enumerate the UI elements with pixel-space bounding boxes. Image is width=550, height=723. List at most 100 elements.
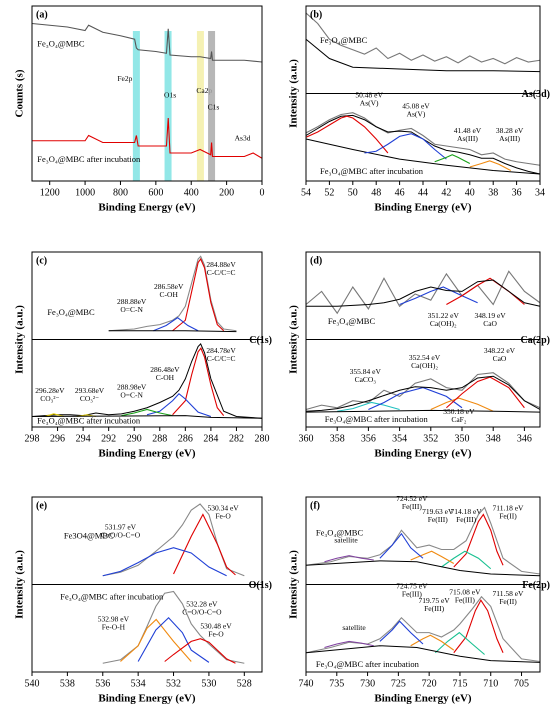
panel-label: (d) bbox=[310, 255, 322, 266]
x-tick-label: 528 bbox=[237, 678, 252, 689]
x-tick-label: 46 bbox=[395, 187, 405, 198]
spectrum-line bbox=[172, 257, 225, 332]
spectrum-line bbox=[164, 638, 236, 664]
spectrum-line bbox=[379, 620, 424, 645]
annotation: 50.48 eV bbox=[355, 90, 383, 99]
annotation: CaCO₃ bbox=[355, 375, 377, 384]
stack-label: Ca(2p) bbox=[521, 335, 550, 346]
annotation: 530.48 eV bbox=[200, 622, 232, 631]
annotation: 714.18 eV bbox=[450, 507, 482, 516]
annotation: 38.28 eV bbox=[496, 126, 524, 135]
x-tick-label: 42 bbox=[441, 187, 451, 198]
annotation: 284.88eV bbox=[206, 260, 236, 269]
peak-band bbox=[196, 31, 204, 181]
annotation: Fe(III) bbox=[428, 515, 448, 524]
spectrum-line bbox=[44, 413, 65, 418]
peak-band bbox=[132, 31, 140, 181]
panel-label: (c) bbox=[36, 255, 47, 266]
panel-label: (b) bbox=[310, 9, 322, 20]
annotation: 348.19 eV bbox=[474, 311, 506, 320]
annotation: 350.18 eV bbox=[443, 407, 475, 416]
y-axis-label: Intensity (a.u.) bbox=[288, 550, 300, 619]
spectrum-line bbox=[31, 415, 263, 419]
spectrum-line bbox=[434, 631, 485, 655]
annotation: CaO bbox=[493, 354, 507, 363]
annotation: As3d bbox=[235, 134, 251, 143]
plot-frame bbox=[305, 251, 541, 428]
spectrum-line bbox=[305, 375, 541, 412]
annotation: Ca(OH)₂ bbox=[411, 361, 438, 370]
spectrum-line bbox=[324, 555, 374, 563]
annotation: CaF₂ bbox=[451, 415, 467, 424]
x-tick-label: 532 bbox=[166, 678, 181, 689]
spectrum-line bbox=[453, 513, 504, 568]
x-tick-label: 540 bbox=[25, 678, 40, 689]
x-tick-label: 350 bbox=[455, 433, 470, 444]
annotation: As(V) bbox=[407, 110, 426, 119]
band-label: Fe2p bbox=[117, 74, 132, 83]
annotation: 352.54 eV bbox=[409, 353, 441, 362]
annotation: Fe₃O₄@MBC after incubation bbox=[60, 592, 164, 602]
x-axis-label: Binding Energy (eV) bbox=[374, 693, 472, 705]
annotation: 532.28 eV bbox=[186, 600, 218, 609]
annotation: Fe₃O₄@MBC after incubation bbox=[325, 414, 429, 424]
annotation: 711.58 eV bbox=[492, 589, 524, 598]
x-tick-label: 38 bbox=[488, 187, 498, 198]
x-tick-label: 346 bbox=[517, 433, 532, 444]
spectrum-line bbox=[305, 114, 541, 175]
y-axis-label: Intensity (a.u.) bbox=[288, 305, 300, 374]
x-tick-label: 536 bbox=[95, 678, 110, 689]
band-label: C1s bbox=[208, 103, 220, 112]
x-axis-label: Binding Energy (eV) bbox=[374, 448, 472, 460]
panel-label: (f) bbox=[310, 500, 320, 511]
x-tick-label: 288 bbox=[152, 433, 167, 444]
x-tick-label: 200 bbox=[219, 187, 234, 198]
annotation: Fe(III) bbox=[456, 515, 476, 524]
spectrum-line bbox=[410, 634, 455, 651]
spectrum-line bbox=[430, 397, 494, 412]
annotation: Fe3O4@MBC bbox=[64, 530, 114, 540]
annotation: Fe₃O₄@MBC after incubation bbox=[37, 416, 141, 426]
band-label: Ca2p bbox=[196, 86, 212, 95]
stack-label: Fe(2p) bbox=[522, 580, 550, 591]
annotation: 711.18 eV bbox=[492, 503, 524, 512]
plot-frame bbox=[31, 5, 263, 182]
x-tick-label: 348 bbox=[486, 433, 501, 444]
band-label: O1s bbox=[164, 91, 176, 100]
x-tick-label: 530 bbox=[201, 678, 216, 689]
annotation: O=C-N bbox=[120, 305, 143, 314]
spectrum-line bbox=[410, 550, 455, 564]
annotation: 45.08 eV bbox=[402, 102, 430, 111]
annotation: Fe₃O₄@MBC bbox=[37, 38, 85, 48]
x-tick-label: 800 bbox=[113, 187, 128, 198]
x-tick-label: 356 bbox=[361, 433, 376, 444]
annotation: Fe₃O₄@MBC after incubation bbox=[37, 154, 141, 164]
peak-band bbox=[164, 31, 172, 181]
x-tick-label: 360 bbox=[299, 433, 314, 444]
annotation: O=C-N bbox=[120, 391, 143, 400]
plot-frame bbox=[31, 251, 263, 428]
x-tick-label: 720 bbox=[422, 678, 437, 689]
x-axis-label: Binding Energy (eV) bbox=[98, 448, 196, 460]
x-tick-label: 36 bbox=[512, 187, 522, 198]
x-axis-label: Binding Energy (eV) bbox=[98, 202, 196, 214]
plot-frame bbox=[305, 496, 541, 673]
x-tick-label: 298 bbox=[25, 433, 40, 444]
annotation: 355.84 eV bbox=[350, 367, 382, 376]
x-tick-label: 538 bbox=[60, 678, 75, 689]
spectrum-line bbox=[305, 409, 541, 413]
spectrum-line bbox=[379, 532, 424, 559]
peak-band bbox=[208, 31, 216, 181]
annotation: C-OH bbox=[160, 290, 179, 299]
spectrum-line bbox=[337, 401, 400, 412]
spectrum-line bbox=[305, 595, 541, 663]
annotation: 41.48 eV bbox=[454, 126, 482, 135]
x-tick-label: 0 bbox=[260, 187, 265, 198]
spectrum-line bbox=[172, 347, 225, 416]
x-tick-label: 44 bbox=[418, 187, 428, 198]
annotation: CO₃²⁻ bbox=[40, 394, 59, 403]
spectrum-line bbox=[120, 618, 192, 662]
x-tick-label: 294 bbox=[76, 433, 91, 444]
annotation: Fe(III) bbox=[455, 595, 475, 604]
